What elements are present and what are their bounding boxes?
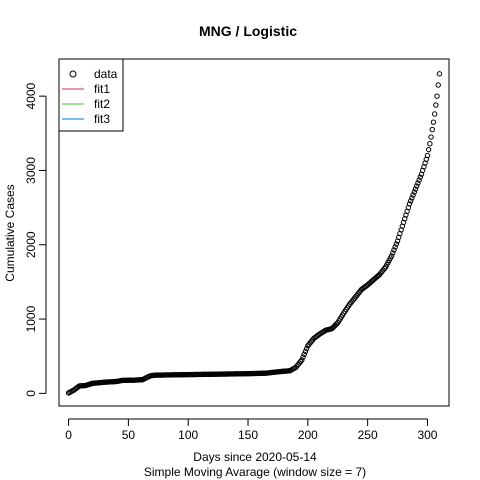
x-tick-label: 100 — [178, 428, 198, 442]
data-point — [303, 345, 310, 352]
plot-frame — [58, 58, 450, 407]
data-point — [392, 244, 398, 250]
data-point — [429, 126, 435, 133]
y-axis-label: Cumulative Cases — [3, 184, 17, 281]
data-point — [435, 82, 441, 88]
legend-label-fit1: fit1 — [94, 82, 110, 96]
x-tick-label: 150 — [238, 428, 258, 442]
x-axis: 0 50 100 150 200 250 300 — [65, 418, 438, 442]
y-axis: 0 1000 2000 3000 4000 — [24, 82, 47, 397]
data-point — [299, 357, 305, 363]
data-point — [390, 250, 396, 256]
data-point — [436, 71, 443, 77]
data-point — [300, 354, 306, 360]
data-point — [428, 134, 434, 140]
x-tick-label: 0 — [65, 428, 72, 442]
data-point — [391, 247, 397, 253]
data-point — [433, 102, 439, 108]
data-point — [302, 348, 309, 355]
data-point — [301, 351, 307, 357]
data-point — [430, 119, 437, 125]
data-point — [388, 253, 395, 259]
data-point — [425, 146, 432, 153]
data-point — [412, 186, 419, 192]
data-point — [427, 141, 433, 147]
y-tick-label: 0 — [24, 390, 38, 397]
data-point — [417, 174, 423, 180]
data-point — [424, 152, 431, 159]
data-point — [411, 189, 418, 195]
y-tick-label: 4000 — [24, 82, 38, 109]
legend-label-fit3: fit3 — [94, 112, 110, 126]
chart-title: MNG / Logistic — [199, 23, 297, 39]
y-tick-label: 1000 — [24, 305, 38, 332]
data-point — [431, 111, 438, 117]
data-point — [406, 201, 413, 207]
x-tick-label: 50 — [122, 428, 136, 442]
y-tick-label: 2000 — [24, 231, 38, 258]
x-axis-label: Days since 2020-05-14 — [193, 450, 317, 464]
data-point — [415, 180, 421, 186]
x-tick-label: 250 — [358, 428, 378, 442]
data-series — [65, 71, 443, 396]
data-point — [393, 241, 400, 247]
x-tick-label: 300 — [417, 428, 437, 442]
data-point — [434, 93, 440, 99]
legend-label-fit2: fit2 — [94, 97, 110, 111]
x-axis-sublabel: Simple Moving Avarage (window size = 7) — [144, 465, 366, 479]
legend-label-data: data — [94, 67, 118, 81]
y-tick-label: 3000 — [24, 157, 38, 184]
data-point — [409, 195, 415, 201]
data-point — [410, 192, 416, 198]
legend-marker-data — [69, 70, 77, 78]
data-point — [414, 183, 420, 189]
x-tick-label: 200 — [298, 428, 318, 442]
data-point — [416, 177, 422, 183]
data-point — [408, 198, 414, 204]
